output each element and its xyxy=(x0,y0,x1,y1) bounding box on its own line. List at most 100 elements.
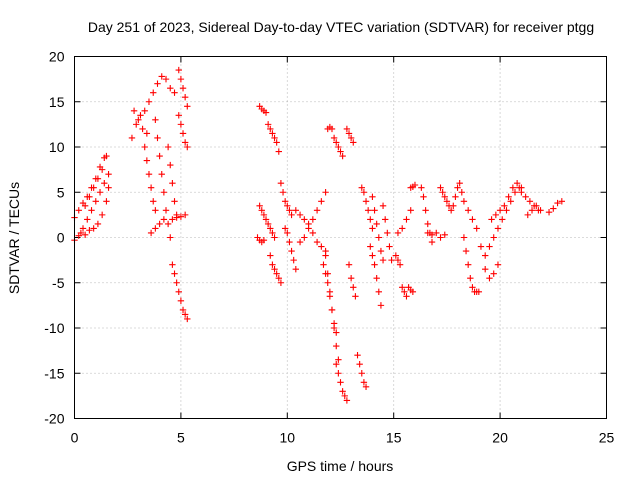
data-point xyxy=(105,184,112,191)
y-tick-label: -5 xyxy=(52,275,65,291)
data-point xyxy=(86,227,93,234)
data-point xyxy=(179,130,187,137)
data-point xyxy=(181,139,189,146)
data-point xyxy=(88,207,95,214)
data-point xyxy=(494,225,502,232)
data-point xyxy=(301,216,308,223)
data-point xyxy=(162,75,170,83)
data-point xyxy=(181,311,189,318)
data-point xyxy=(452,193,459,200)
x-tick-label: 5 xyxy=(177,430,185,446)
series-early-arc-b xyxy=(71,170,112,244)
series-arc-w xyxy=(296,189,329,246)
data-point xyxy=(269,229,276,237)
data-point xyxy=(335,356,342,363)
data-point xyxy=(464,261,472,268)
data-point xyxy=(96,189,104,196)
data-point xyxy=(422,207,429,214)
data-point xyxy=(447,207,455,214)
series-arc-ad xyxy=(354,351,370,391)
series-arc-f xyxy=(130,107,151,137)
data-point xyxy=(318,198,325,205)
data-point xyxy=(328,306,336,314)
data-point xyxy=(79,225,87,232)
data-point xyxy=(384,229,391,237)
data-point xyxy=(437,234,444,241)
series-arc-i xyxy=(164,143,180,219)
data-point xyxy=(369,252,376,259)
data-point xyxy=(169,180,176,187)
data-point xyxy=(171,270,178,277)
data-point xyxy=(392,252,400,259)
data-point xyxy=(456,180,463,187)
series-arc-m xyxy=(167,234,191,323)
series-arc-af xyxy=(367,243,385,309)
data-point xyxy=(290,256,297,264)
data-point xyxy=(275,148,282,155)
data-point xyxy=(503,207,510,214)
data-point xyxy=(322,189,329,196)
data-point xyxy=(269,261,276,268)
y-tick-label: 5 xyxy=(57,184,65,200)
series-arc-g xyxy=(141,143,159,214)
series-arc-j xyxy=(175,66,191,110)
series-arc-r xyxy=(254,234,268,246)
data-point xyxy=(277,279,285,286)
data-point xyxy=(399,284,406,291)
data-point xyxy=(386,243,393,250)
data-point xyxy=(267,252,274,259)
data-point xyxy=(396,261,404,268)
data-point xyxy=(354,351,361,359)
data-point xyxy=(488,216,495,223)
data-point xyxy=(135,116,142,124)
data-point xyxy=(482,265,489,273)
data-point xyxy=(339,152,346,160)
y-tick-label: 20 xyxy=(49,49,65,65)
data-point xyxy=(292,207,300,214)
data-point xyxy=(460,234,468,241)
data-point xyxy=(269,130,276,137)
data-point xyxy=(296,211,304,219)
data-point xyxy=(90,225,97,232)
series-arc-av xyxy=(524,202,544,219)
data-point xyxy=(273,270,280,277)
y-axis-label: SDTVAR / TECUs xyxy=(6,182,22,294)
data-point xyxy=(160,216,168,223)
series-arc-aq xyxy=(460,234,483,295)
data-point xyxy=(81,231,89,238)
data-point xyxy=(373,220,380,228)
data-point xyxy=(158,170,165,178)
data-point xyxy=(154,80,161,87)
data-point xyxy=(324,270,331,277)
data-point xyxy=(177,213,185,220)
data-point xyxy=(401,288,408,295)
data-point xyxy=(433,229,440,237)
data-point xyxy=(296,238,304,246)
data-point xyxy=(367,216,374,223)
data-point xyxy=(437,184,444,191)
series-early-arc-d xyxy=(81,166,106,210)
data-point xyxy=(379,256,387,264)
series-arc-x xyxy=(320,261,340,336)
data-point xyxy=(273,139,280,146)
data-point xyxy=(524,211,531,219)
data-point xyxy=(473,225,480,232)
data-point xyxy=(86,193,93,200)
data-point xyxy=(533,202,540,210)
data-point xyxy=(128,134,136,142)
data-point xyxy=(367,243,374,250)
series-arc-aw xyxy=(545,198,566,216)
data-point xyxy=(347,275,355,282)
data-point xyxy=(164,143,172,151)
data-point xyxy=(347,134,355,142)
data-point xyxy=(375,234,383,241)
series-arc-v xyxy=(292,207,329,255)
series-arc-ai xyxy=(392,252,410,300)
data-point xyxy=(177,75,185,83)
data-point xyxy=(358,370,365,377)
series-arc-ar xyxy=(464,207,502,282)
data-point xyxy=(499,216,506,223)
data-point xyxy=(362,198,370,205)
y-tick-label: -10 xyxy=(44,320,64,336)
